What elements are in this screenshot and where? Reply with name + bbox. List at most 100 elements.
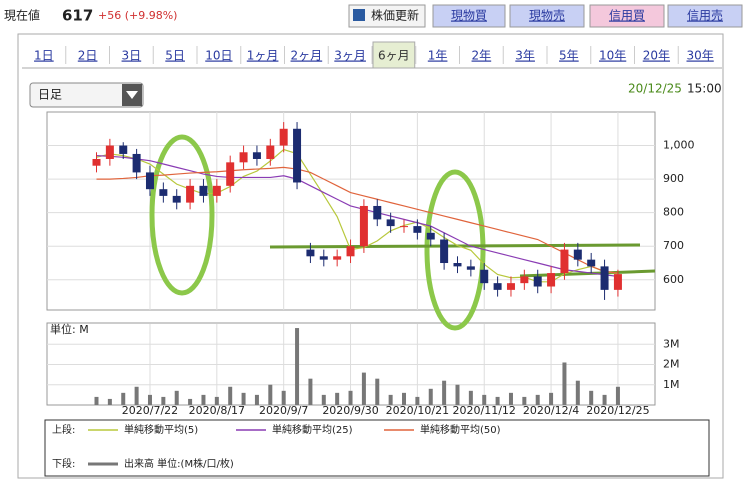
candle-body bbox=[386, 219, 395, 227]
x-tick-label: 2020/9/7 bbox=[259, 404, 308, 417]
y-tick-label: 600 bbox=[663, 273, 684, 286]
refresh-icon bbox=[353, 9, 365, 21]
legend-lower: 下段: bbox=[52, 457, 75, 470]
x-tick-label: 2020/7/22 bbox=[122, 404, 178, 417]
volume-bar bbox=[348, 390, 353, 405]
y-tick-label: 700 bbox=[663, 239, 684, 252]
candle-body bbox=[373, 205, 382, 220]
volume-bar bbox=[562, 362, 567, 405]
volume-bar bbox=[535, 394, 540, 405]
candle-body bbox=[293, 128, 302, 183]
button[interactable] bbox=[509, 4, 585, 28]
candle-body bbox=[239, 152, 248, 163]
tab-label: 1年 bbox=[428, 49, 448, 63]
candle-body bbox=[119, 145, 128, 154]
y2-tick-label: 2M bbox=[663, 358, 680, 371]
tab[interactable] bbox=[548, 42, 590, 68]
tab[interactable] bbox=[372, 41, 416, 69]
candle-body bbox=[453, 263, 462, 267]
timestamp-time: 15:00 bbox=[687, 82, 722, 96]
button-label: 現物売 bbox=[529, 8, 565, 23]
volume-bar bbox=[94, 396, 99, 405]
x-tick-label: 2020/12/25 bbox=[586, 404, 649, 417]
tab[interactable] bbox=[460, 42, 503, 68]
tab[interactable] bbox=[329, 42, 371, 68]
tab[interactable] bbox=[285, 42, 328, 68]
button[interactable] bbox=[667, 4, 743, 28]
volume-bar bbox=[228, 386, 233, 405]
tab-label: 10年 bbox=[599, 49, 626, 63]
tab-label: 3日 bbox=[122, 49, 142, 63]
annotation-ellipse bbox=[424, 169, 486, 331]
volume-bar bbox=[575, 380, 580, 405]
dropdown[interactable] bbox=[29, 82, 144, 108]
price-change: +56 (+9.98%) bbox=[98, 9, 177, 22]
button-label: 現物買 bbox=[451, 9, 487, 23]
button[interactable] bbox=[348, 4, 426, 28]
candle-body bbox=[506, 283, 515, 290]
button[interactable] bbox=[589, 4, 665, 28]
volume-bar bbox=[402, 392, 407, 405]
volume-bar bbox=[549, 392, 554, 405]
chart-box bbox=[17, 33, 724, 479]
annotations bbox=[149, 134, 656, 331]
candle-body bbox=[573, 249, 582, 260]
candle-body bbox=[560, 249, 569, 274]
tab[interactable] bbox=[679, 42, 721, 68]
volume-bar bbox=[147, 394, 152, 405]
candle-body bbox=[279, 128, 288, 146]
candle-body bbox=[306, 249, 315, 257]
tab-label: 20年 bbox=[643, 49, 670, 63]
candle-body bbox=[132, 153, 141, 173]
tab-label: 2日 bbox=[78, 49, 98, 63]
volume-bar bbox=[268, 384, 273, 405]
tab-label: 6ヶ月 bbox=[378, 49, 410, 63]
volume-bar bbox=[107, 398, 112, 405]
tab[interactable] bbox=[154, 42, 196, 68]
candle-body bbox=[319, 256, 328, 260]
volume-bar bbox=[508, 392, 513, 405]
tab[interactable] bbox=[241, 42, 284, 68]
candle-body bbox=[466, 266, 475, 270]
volume-bar bbox=[254, 394, 259, 405]
candle-body bbox=[600, 266, 609, 290]
tab[interactable] bbox=[66, 42, 109, 68]
candle-body bbox=[226, 162, 235, 186]
tab-label: 1日 bbox=[34, 49, 54, 63]
legend-upper: 上段: bbox=[52, 423, 75, 436]
volume-bar bbox=[415, 396, 420, 405]
tab[interactable] bbox=[591, 42, 634, 68]
volume-bar bbox=[375, 378, 380, 405]
volume-bar bbox=[361, 372, 366, 405]
x-tick-label: 2020/12/4 bbox=[523, 404, 579, 417]
button[interactable] bbox=[432, 4, 506, 28]
x-tick-label: 2020/8/17 bbox=[189, 404, 245, 417]
legend-label: 単純移動平均(50) bbox=[420, 423, 501, 436]
candle-body bbox=[199, 185, 208, 196]
tab[interactable] bbox=[504, 42, 546, 68]
tab[interactable] bbox=[110, 42, 153, 68]
tab[interactable] bbox=[198, 42, 240, 68]
annotation-line bbox=[519, 269, 656, 278]
candle-body bbox=[333, 256, 342, 260]
volume-bar bbox=[335, 392, 340, 405]
y-tick-label: 800 bbox=[663, 206, 684, 219]
tab-label: 5日 bbox=[165, 49, 185, 63]
candle-body bbox=[440, 239, 449, 264]
tab[interactable] bbox=[635, 42, 678, 68]
candle-body bbox=[172, 195, 181, 203]
volume-bar bbox=[121, 392, 126, 405]
candle-body bbox=[186, 185, 195, 203]
volume-bar bbox=[134, 386, 139, 405]
tab[interactable] bbox=[23, 42, 65, 68]
button-label: 信用買 bbox=[609, 9, 645, 23]
candle-body bbox=[413, 226, 422, 233]
price-label: 現在値 bbox=[4, 8, 40, 23]
volume-bar bbox=[321, 394, 326, 405]
button-label: 信用売 bbox=[687, 8, 723, 23]
y2-tick-label: 1M bbox=[663, 378, 680, 391]
tab[interactable] bbox=[416, 42, 459, 68]
x-tick-label: 2020/9/30 bbox=[322, 404, 378, 417]
ma-line bbox=[96, 155, 619, 278]
ma-line bbox=[96, 166, 619, 274]
